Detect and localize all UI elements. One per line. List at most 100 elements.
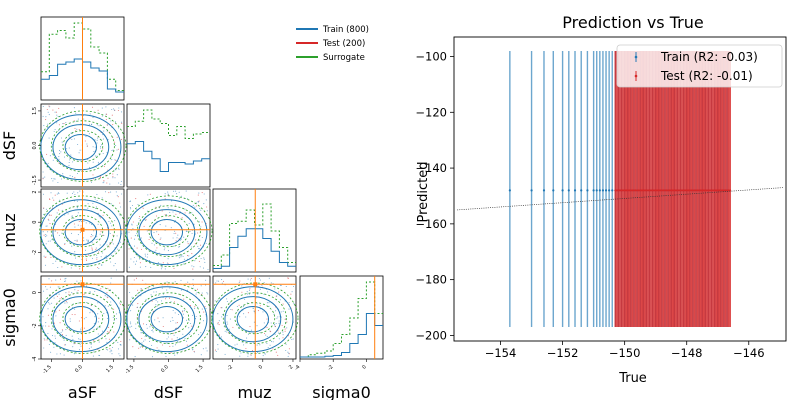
train-sample-dot xyxy=(63,339,65,341)
train-sample-dot xyxy=(78,349,81,351)
train-sample-dot xyxy=(256,325,258,327)
test-sample-dot xyxy=(259,305,261,307)
train-sample-dot xyxy=(246,293,249,295)
train-sample-dot xyxy=(183,236,185,238)
train-sample-dot xyxy=(69,175,71,177)
train-sample-dot xyxy=(90,245,93,247)
train-sample-dot xyxy=(85,222,87,224)
train-sample-dot xyxy=(243,344,245,346)
train-sample-dot xyxy=(167,191,169,193)
train-sample-dot xyxy=(110,254,112,256)
test-sample-dot xyxy=(239,280,241,282)
test-sample-dot xyxy=(107,287,109,289)
train-sample-dot xyxy=(49,240,51,242)
train-sample-dot xyxy=(69,159,71,161)
test-sample-dot xyxy=(74,127,76,129)
train-sample-dot xyxy=(119,206,122,208)
test-sample-dot xyxy=(49,223,51,225)
train-sample-dot xyxy=(180,195,183,197)
train-sample-dot xyxy=(167,336,170,338)
test-point xyxy=(704,189,707,192)
train-sample-dot xyxy=(129,326,131,328)
train-sample-dot xyxy=(95,247,97,249)
train-sample-dot xyxy=(75,112,77,114)
train-histogram xyxy=(300,313,383,358)
train-sample-dot xyxy=(178,255,180,257)
test-sample-dot xyxy=(73,120,75,122)
train-sample-dot xyxy=(97,137,99,139)
train-contour xyxy=(40,286,122,353)
train-sample-dot xyxy=(156,305,158,307)
test-sample-dot xyxy=(266,326,268,328)
train-sample-dot xyxy=(62,330,64,332)
train-sample-dot xyxy=(218,320,220,322)
test-sample-dot xyxy=(113,331,115,333)
train-sample-dot xyxy=(205,347,207,349)
train-sample-dot xyxy=(163,249,165,251)
train-sample-dot xyxy=(64,280,66,282)
train-sample-dot xyxy=(119,302,121,304)
train-sample-dot xyxy=(57,116,59,118)
test-sample-dot xyxy=(92,174,94,176)
train-sample-dot xyxy=(266,335,268,338)
y-tick-label: −120 xyxy=(415,105,447,119)
train-sample-dot xyxy=(90,346,92,348)
test-sample-dot xyxy=(132,221,134,223)
train-sample-dot xyxy=(285,343,287,345)
test-sample-dot xyxy=(175,327,177,329)
train-sample-dot xyxy=(74,257,77,259)
train-sample-dot xyxy=(205,284,207,286)
test-sample-dot xyxy=(186,255,189,257)
y-tick-label: 2 xyxy=(32,190,38,193)
train-sample-dot xyxy=(129,201,131,203)
train-sample-dot xyxy=(205,199,207,201)
test-sample-dot xyxy=(201,221,203,223)
test-sample-dot xyxy=(161,344,164,346)
train-sample-dot xyxy=(157,262,159,264)
train-sample-dot xyxy=(181,254,183,256)
train-sample-dot xyxy=(111,346,114,349)
train-sample-dot xyxy=(243,313,245,315)
train-sample-dot xyxy=(95,206,97,208)
train-sample-dot xyxy=(165,213,167,216)
train-sample-dot xyxy=(88,123,91,125)
train-sample-dot xyxy=(217,323,219,325)
train-sample-dot xyxy=(93,328,95,330)
train-sample-dot xyxy=(93,351,95,353)
train-sample-dot xyxy=(65,329,67,331)
train-sample-dot xyxy=(250,329,252,331)
train-sample-dot xyxy=(183,310,185,312)
test-sample-dot xyxy=(59,322,61,324)
train-sample-dot xyxy=(74,308,76,310)
train-sample-dot xyxy=(188,222,190,225)
train-sample-dot xyxy=(170,227,172,229)
train-sample-dot xyxy=(199,239,201,241)
train-sample-dot xyxy=(74,289,76,291)
scatter-legend: Train (R2: -0.03) Test (R2: -0.01) xyxy=(616,44,783,88)
train-sample-dot xyxy=(97,302,99,304)
train-sample-dot xyxy=(291,291,293,293)
train-sample-dot xyxy=(54,111,56,113)
train-sample-dot xyxy=(272,341,274,343)
train-sample-dot xyxy=(227,323,229,325)
test-sample-dot xyxy=(108,192,110,194)
test-sample-dot xyxy=(48,325,50,327)
train-sample-dot xyxy=(248,293,250,295)
train-sample-dot xyxy=(203,257,205,259)
train-sample-dot xyxy=(151,356,154,358)
train-sample-dot xyxy=(174,354,176,356)
train-sample-dot xyxy=(77,118,79,120)
train-sample-dot xyxy=(71,215,73,217)
test-sample-dot xyxy=(175,204,177,206)
train-sample-dot xyxy=(102,252,104,254)
train-sample-dot xyxy=(175,322,177,324)
scatter-y-label: Predicted xyxy=(416,161,431,222)
train-sample-dot xyxy=(180,279,182,281)
train-sample-dot xyxy=(111,108,113,111)
test-sample-dot xyxy=(287,277,289,279)
train-sample-dot xyxy=(129,321,132,323)
train-sample-dot xyxy=(240,352,242,354)
test-sample-dot xyxy=(47,218,49,220)
test-sample-dot xyxy=(173,301,176,303)
test-sample-dot xyxy=(156,347,158,349)
